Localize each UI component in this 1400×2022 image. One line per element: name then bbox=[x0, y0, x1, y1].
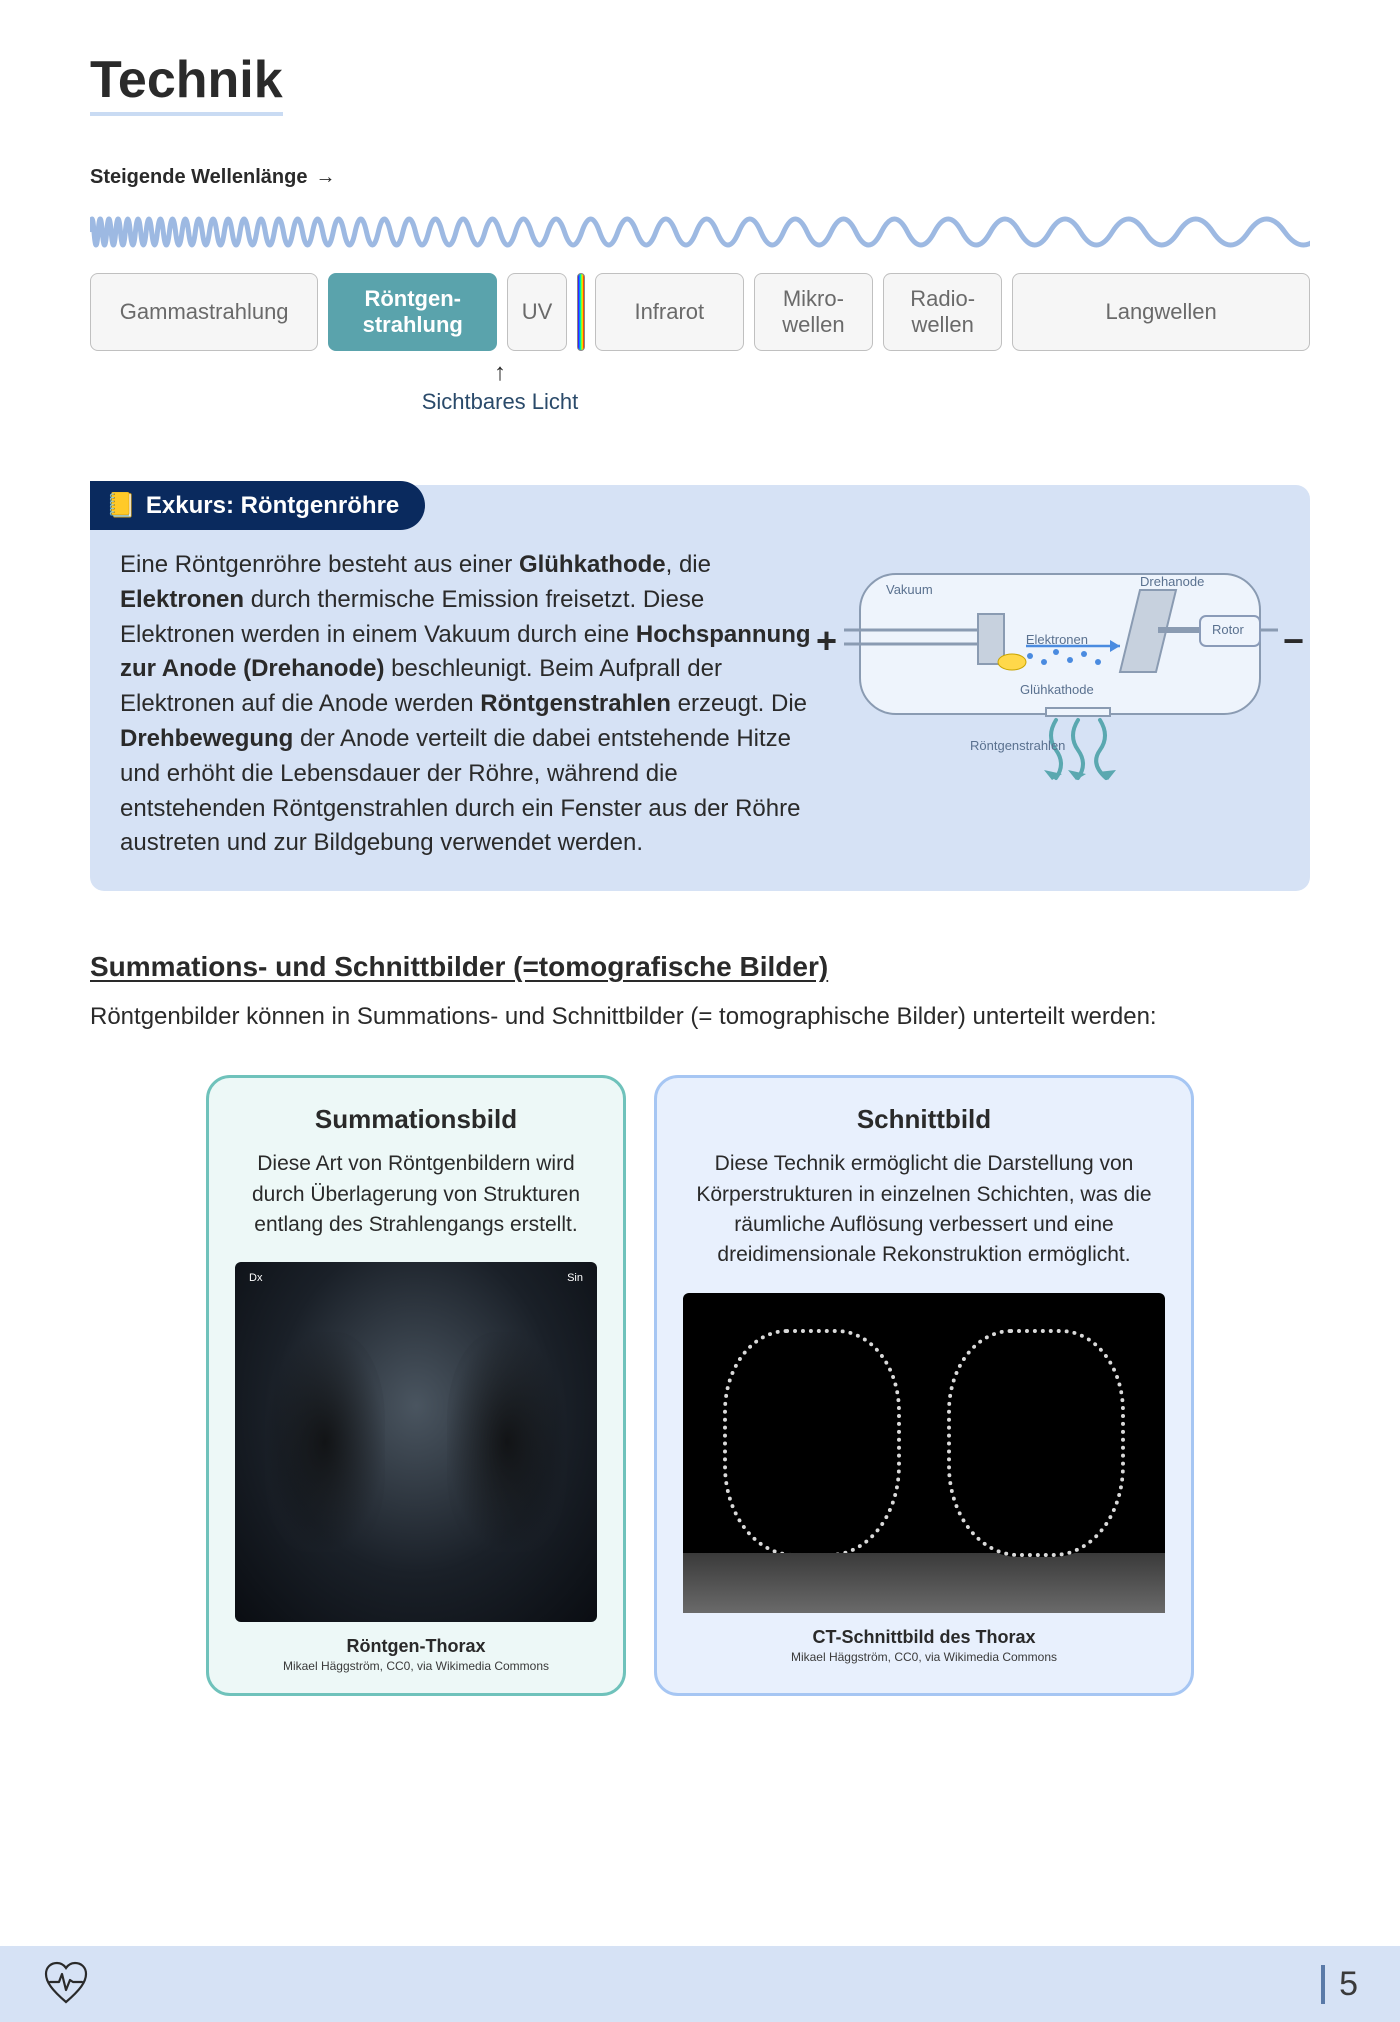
card-b-title: Schnittbild bbox=[683, 1104, 1165, 1135]
wave-icon bbox=[90, 197, 1310, 267]
cards-row: Summationsbild Diese Art von Röntgenbild… bbox=[90, 1075, 1310, 1696]
exkurs-card: 📒 Exkurs: Röntgenröhre Eine Röntgenröhre… bbox=[90, 485, 1310, 891]
arrow-up-icon: ↑ bbox=[400, 361, 600, 385]
plus-sign: + bbox=[816, 620, 837, 662]
lbl-gluehkathode: Glühkathode bbox=[1020, 682, 1094, 697]
book-icon: 📒 bbox=[106, 491, 136, 520]
spectrum-band: Gammastrahlung bbox=[90, 273, 318, 351]
tag-dx: Dx bbox=[249, 1272, 262, 1284]
tube-svg: Vakuum Drehanode Rotor Elektronen Glühka… bbox=[840, 554, 1280, 814]
page-footer: 5 bbox=[0, 1946, 1400, 2022]
spectrum-band: Mikro-wellen bbox=[754, 273, 873, 351]
wavelength-label: Steigende Wellenlänge → bbox=[90, 166, 1310, 189]
card-a-attr: Mikael Häggström, CC0, via Wikimedia Com… bbox=[235, 1659, 597, 1673]
exkurs-badge-title: Exkurs: Röntgenröhre bbox=[146, 492, 399, 520]
card-b-caption: CT-Schnittbild des Thorax bbox=[683, 1627, 1165, 1648]
ct-thorax-image bbox=[683, 1293, 1165, 1613]
visible-light-strip bbox=[577, 273, 585, 351]
visible-light-annotation: ↑ Sichtbares Licht bbox=[400, 361, 600, 415]
heart-ecg-icon bbox=[42, 1960, 90, 2008]
lbl-rotor: Rotor bbox=[1212, 622, 1244, 637]
lbl-roentgen: Röntgenstrahlen bbox=[970, 738, 1065, 753]
page-number: 5 bbox=[1321, 1965, 1358, 2004]
page-title: Technik bbox=[90, 50, 283, 116]
section-intro: Röntgenbilder können in Summations- und … bbox=[90, 999, 1310, 1035]
lbl-elektronen: Elektronen bbox=[1026, 632, 1088, 647]
lbl-drehanode: Drehanode bbox=[1140, 574, 1204, 589]
card-a-body: Diese Art von Röntgenbildern wird durch … bbox=[235, 1149, 597, 1240]
spectrum-band: Radio-wellen bbox=[883, 273, 1002, 351]
card-schnitt: Schnittbild Diese Technik ermöglicht die… bbox=[654, 1075, 1194, 1696]
card-a-caption: Röntgen-Thorax bbox=[235, 1636, 597, 1657]
tube-diagram: + − bbox=[840, 554, 1280, 819]
tag-sin: Sin bbox=[567, 1272, 583, 1284]
card-b-body: Diese Technik ermöglicht die Darstellung… bbox=[683, 1149, 1165, 1271]
spectrum-band: Infrarot bbox=[595, 273, 744, 351]
exkurs-badge: 📒 Exkurs: Röntgenröhre bbox=[90, 481, 425, 530]
card-a-title: Summationsbild bbox=[235, 1104, 597, 1135]
xray-thorax-image: Dx Sin bbox=[235, 1262, 597, 1622]
exkurs-text: Eine Röntgenröhre besteht aus einer Glüh… bbox=[120, 548, 816, 861]
lbl-vakuum: Vakuum bbox=[886, 582, 933, 597]
section-heading: Summations- und Schnittbilder (=tomograf… bbox=[90, 951, 1310, 983]
minus-sign: − bbox=[1283, 620, 1304, 662]
visible-light-label: Sichtbares Licht bbox=[422, 389, 579, 414]
wavelength-text: Steigende Wellenlänge bbox=[90, 166, 307, 189]
spectrum-band: Langwellen bbox=[1012, 273, 1310, 351]
spectrum-row: GammastrahlungRöntgen-strahlungUV Infraro… bbox=[90, 273, 1310, 351]
card-summation: Summationsbild Diese Art von Röntgenbild… bbox=[206, 1075, 626, 1696]
spectrum-band: UV bbox=[507, 273, 567, 351]
card-b-attr: Mikael Häggström, CC0, via Wikimedia Com… bbox=[683, 1650, 1165, 1664]
spectrum-band: Röntgen-strahlung bbox=[328, 273, 497, 351]
arrow-right-icon: → bbox=[315, 166, 335, 189]
